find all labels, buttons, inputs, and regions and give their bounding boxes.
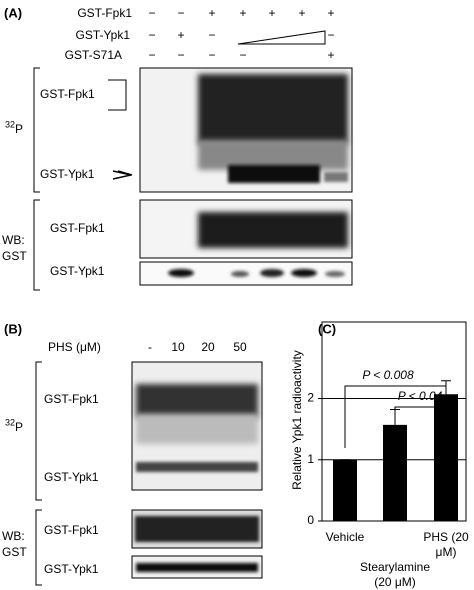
row-label: GST-S71A <box>65 48 122 62</box>
band-label: GST-Ypk1 <box>50 264 105 278</box>
gradient-triangle <box>237 30 326 45</box>
lane-mark: + <box>268 6 275 20</box>
lane-mark: − <box>208 48 215 62</box>
lane-mark: − <box>148 6 155 20</box>
wb-label: WB: <box>2 529 25 543</box>
panel-label: (C) <box>318 321 336 336</box>
bracket <box>35 361 42 586</box>
annotation: P < 0.008 <box>362 368 414 382</box>
wb-label: GST <box>2 545 27 559</box>
blot <box>131 555 263 579</box>
lane-mark: + <box>239 6 246 20</box>
panel-label: (A) <box>4 5 22 20</box>
lane-mark: + <box>327 6 334 20</box>
blot <box>139 67 353 193</box>
band-label: GST-Fpk1 <box>44 523 99 537</box>
lane-mark: − <box>327 28 334 42</box>
bracket <box>108 79 127 111</box>
error-bar <box>441 380 451 395</box>
error-bar <box>390 409 400 425</box>
isotope-mass: 32 <box>5 417 15 427</box>
lane-mark: + <box>208 6 215 20</box>
lane-mark: − <box>177 48 184 62</box>
bar <box>333 459 357 521</box>
isotope: P <box>15 122 23 136</box>
x-tick-label: Stearylamine (20 μM) <box>359 560 431 589</box>
bracket <box>33 67 40 291</box>
lane-mark: − <box>239 48 246 62</box>
dose-label: PHS (μM) <box>48 340 101 354</box>
blot <box>139 261 353 286</box>
row-label: GST-Fpk1 <box>77 6 132 20</box>
wb-label: GST <box>2 249 27 263</box>
row-label: GST-Ypk1 <box>76 28 131 42</box>
dose: 20 <box>201 340 215 354</box>
lane-mark: − <box>208 28 215 42</box>
lane-mark: + <box>327 48 334 62</box>
x-tick-label: Vehicle <box>325 530 365 544</box>
band-label: GST-Ypk1 <box>44 470 99 484</box>
isotope-mass: 32 <box>5 119 15 129</box>
blot <box>139 199 353 259</box>
wb-label: WB: <box>2 233 25 247</box>
bar <box>383 424 407 521</box>
lane-mark: − <box>148 28 155 42</box>
blot <box>131 361 263 491</box>
y-tick-label: 0 <box>307 513 314 527</box>
isotope: P <box>15 420 23 434</box>
band-label: GST-Fpk1 <box>40 87 95 101</box>
band-label: GST-Ypk1 <box>44 562 99 576</box>
band-label: GST-Fpk1 <box>44 392 99 406</box>
bar <box>434 394 458 521</box>
annotation: P < 0.04 <box>398 389 443 403</box>
y-tick-label: 2 <box>307 391 314 405</box>
dose: 50 <box>233 340 247 354</box>
band-label: GST-Fpk1 <box>50 221 105 235</box>
dose: - <box>148 340 152 354</box>
blot <box>131 509 263 549</box>
lane-mark: + <box>177 28 184 42</box>
dose: 10 <box>171 340 185 354</box>
arrowheads <box>112 170 133 180</box>
lane-mark: − <box>148 48 155 62</box>
lane-mark: − <box>177 6 184 20</box>
y-tick-label: 1 <box>307 452 314 466</box>
lane-mark: + <box>298 6 305 20</box>
panel-label: (B) <box>4 321 22 336</box>
x-tick-label: PHS (20 μM) <box>423 530 469 559</box>
y-axis-label: Relative Ypk1 radioactivity <box>290 350 304 490</box>
band-label: GST-Ypk1 <box>40 167 95 181</box>
